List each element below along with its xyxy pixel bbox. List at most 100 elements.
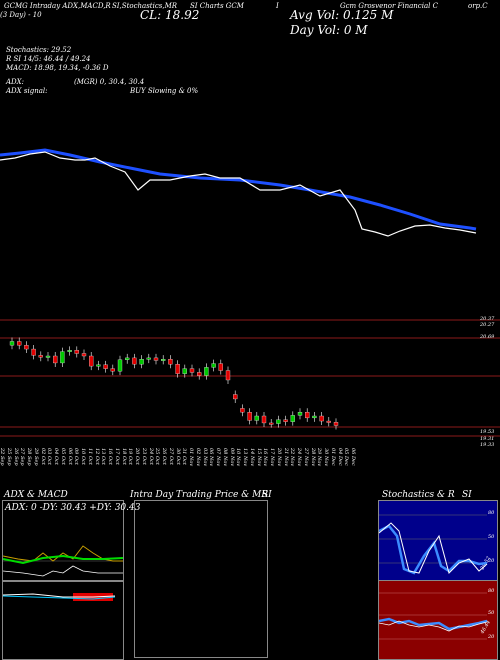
candle-body <box>319 415 324 422</box>
date-label: 05 Oct <box>59 448 66 465</box>
price-level-0: 20.37 <box>480 316 495 322</box>
adx-minus-line <box>3 565 123 577</box>
date-label: 16 Oct <box>107 448 113 465</box>
rsi-axis-50: 50 <box>488 610 495 616</box>
stoch-axis-80: 80 <box>488 510 495 516</box>
date-label: 08 Nov <box>221 448 228 467</box>
header-title-left: GCMG Intraday ADX,MACD,R <box>4 2 111 10</box>
candle-body <box>168 359 173 365</box>
candle-body <box>17 341 22 346</box>
date-label: 02 Oct <box>39 448 46 465</box>
candle-body <box>103 364 108 369</box>
date-label: 09 Nov <box>228 448 235 467</box>
date-label: 27 Oct <box>167 448 174 465</box>
date-label: 27 Sep <box>19 448 26 466</box>
header-title-far: I <box>276 2 279 10</box>
date-label: 22 Nov <box>289 448 296 467</box>
date-label: 14 Nov <box>248 448 255 467</box>
adx-plus-line <box>3 554 123 565</box>
date-label: 26 Oct <box>161 448 167 465</box>
candle-body <box>9 341 15 346</box>
date-label: 23 Oct <box>140 448 147 465</box>
date-label: 20 Nov <box>275 448 282 467</box>
candle-body <box>240 408 245 413</box>
header-title-mid: SI,Stochastics,MR <box>112 2 178 10</box>
candle-body <box>67 350 72 352</box>
date-label: 22 Sep <box>0 448 5 466</box>
candle-body <box>146 357 151 360</box>
date-label: 03 Oct <box>46 448 53 465</box>
candle-body <box>53 355 58 364</box>
header-avg-vol: Avg Vol: 0.125 M <box>290 8 394 22</box>
header-company: Gcm Grosvenor Financial C <box>340 2 438 10</box>
candle-body <box>290 415 295 422</box>
candle-body <box>139 359 144 365</box>
candle-body <box>24 345 29 350</box>
candle-body <box>182 368 187 374</box>
rsi-svg <box>379 592 488 640</box>
ind-adx-vals: (MGR) 0, 30.4, 30.4 <box>74 78 145 86</box>
candle-body <box>110 368 115 372</box>
ind-buy-signal: BUY Slowing & 0% <box>130 87 199 95</box>
date-label: 17 Nov <box>269 448 275 467</box>
candle-body <box>254 415 259 421</box>
ind-macd: MACD: 18.98, 19.34, -0.36 D <box>6 64 109 72</box>
date-label: 09 Oct <box>73 448 80 465</box>
date-label: 20 Oct <box>134 448 140 465</box>
candle-body <box>261 415 267 424</box>
candle-body <box>204 367 209 376</box>
price-level-3: 19.53 <box>480 429 495 435</box>
price-level-4: 19.31 <box>480 436 495 442</box>
date-label: 13 Nov <box>242 448 248 467</box>
date-label: 10 Oct <box>80 448 86 465</box>
candle-body <box>153 357 159 361</box>
ind-stoch: Stochastics: 29.52 <box>6 46 72 54</box>
candle-body <box>31 348 36 356</box>
header-company-end: orp.C <box>468 2 488 10</box>
macd-line <box>3 593 116 598</box>
candle-body <box>218 363 223 371</box>
price-level-5: 19.33 <box>480 442 495 448</box>
date-label: 13 Oct <box>100 448 107 465</box>
date-label: 04 Dec <box>336 448 343 466</box>
date-label: 17 Oct <box>113 448 120 465</box>
date-label: 25 Oct <box>154 448 161 465</box>
candle-body <box>38 355 43 358</box>
candle-body <box>96 364 101 367</box>
candle-body <box>197 372 202 376</box>
rsi-panel: 80 50 20 46.44 <box>378 580 498 660</box>
header-day-vol: Day Vol: 0 M <box>290 23 368 37</box>
candle-body <box>297 412 303 416</box>
intraday-panel-si: SI <box>262 490 272 500</box>
ind-adx: ADX: <box>6 78 25 86</box>
date-label: 06 Oct <box>66 448 73 465</box>
ind-rsi: R SI 14/5: 46.44 / 49.24 <box>6 55 91 63</box>
adx-svg <box>3 545 123 577</box>
date-label: 21 Nov <box>282 448 289 467</box>
candle-body <box>225 370 231 381</box>
macd-panel <box>2 580 124 660</box>
candle-body <box>276 419 281 424</box>
date-label: 06 Nov <box>208 448 215 467</box>
date-label: 01 Dec <box>329 448 336 466</box>
date-label: 06 Dec <box>350 448 356 466</box>
stoch-svg <box>379 514 488 575</box>
header-title-right: SI Charts GCM <box>190 2 244 10</box>
price-level-1: 20.27 <box>480 322 495 328</box>
stoch-panel: 80 50 20 29.52 <box>378 500 498 582</box>
candle-body <box>189 368 195 373</box>
header-date: (3 Day) - 10 <box>0 11 42 19</box>
date-label: 07 Nov <box>215 448 221 467</box>
macd-signal <box>3 595 116 600</box>
date-label: 19 Oct <box>127 448 134 465</box>
date-label: 29 Sep <box>32 448 39 466</box>
date-label: 01 Nov <box>188 448 194 467</box>
date-label: 02 Nov <box>194 448 201 467</box>
date-label: 28 Sep <box>26 448 32 466</box>
rsi-signal-line <box>379 620 488 632</box>
candle-body <box>175 364 180 374</box>
candle-body <box>117 359 123 372</box>
stoch-d-line <box>379 522 488 574</box>
rsi-line <box>379 617 488 631</box>
date-label: 16 Nov <box>262 448 269 467</box>
